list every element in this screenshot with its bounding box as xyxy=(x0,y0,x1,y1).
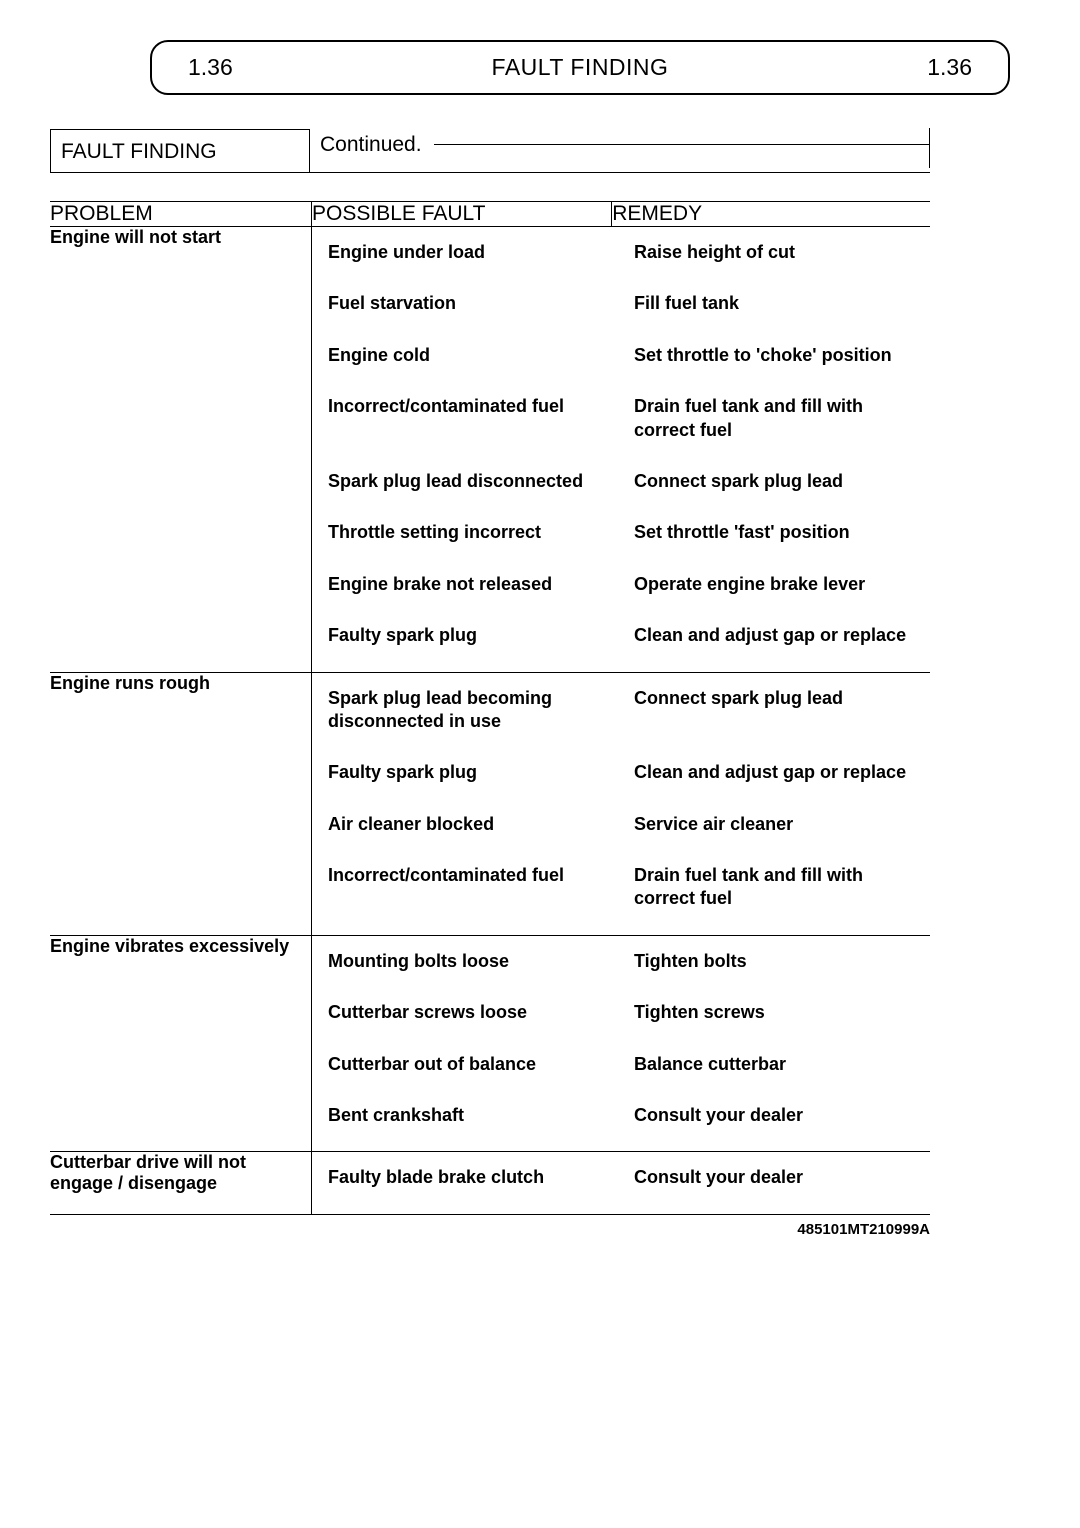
fault-remedy-pair: Cutterbar screws looseTighten screws xyxy=(312,987,930,1038)
fault-table: PROBLEMPOSSIBLE FAULTREMEDYEngine will n… xyxy=(50,201,930,1215)
table-header-problem: PROBLEM xyxy=(50,202,312,227)
remedy: Fill fuel tank xyxy=(612,292,930,315)
possible-fault: Air cleaner blocked xyxy=(312,813,612,836)
fault-remedy-pair: Air cleaner blockedService air cleaner xyxy=(312,799,930,850)
subheader-rule xyxy=(434,144,929,145)
fault-remedy-pair: Cutterbar out of balanceBalance cutterba… xyxy=(312,1039,930,1090)
fault-remedy-cell: Mounting bolts looseTighten boltsCutterb… xyxy=(312,935,931,1152)
fault-remedy-pair: Spark plug lead disconnectedConnect spar… xyxy=(312,456,930,507)
possible-fault: Fuel starvation xyxy=(312,292,612,315)
problem-cell: Cutterbar drive will not engage / diseng… xyxy=(50,1152,312,1214)
possible-fault: Engine cold xyxy=(312,344,612,367)
subheader-continued: Continued. xyxy=(310,133,434,157)
problem-cell: Engine will not start xyxy=(50,227,312,673)
table-row: Engine will not startEngine under loadRa… xyxy=(50,227,930,673)
possible-fault: Throttle setting incorrect xyxy=(312,521,612,544)
possible-fault: Faulty blade brake clutch xyxy=(312,1166,612,1189)
remedy: Set throttle 'fast' position xyxy=(612,521,930,544)
fault-remedy-pair: Throttle setting incorrectSet throttle '… xyxy=(312,507,930,558)
remedy: Set throttle to 'choke' position xyxy=(612,344,930,367)
table-row: Cutterbar drive will not engage / diseng… xyxy=(50,1152,930,1214)
fault-remedy-pair: Bent crankshaftConsult your dealer xyxy=(312,1090,930,1151)
remedy: Tighten screws xyxy=(612,1001,930,1024)
fault-remedy-pair: Spark plug lead becoming disconnected in… xyxy=(312,673,930,748)
fault-remedy-pair: Engine coldSet throttle to 'choke' posit… xyxy=(312,330,930,381)
possible-fault: Engine brake not released xyxy=(312,573,612,596)
fault-remedy-pair: Faulty blade brake clutchConsult your de… xyxy=(312,1152,930,1213)
possible-fault: Mounting bolts loose xyxy=(312,950,612,973)
table-header-remedy: REMEDY xyxy=(612,202,930,227)
header-right-number: 1.36 xyxy=(927,54,972,81)
remedy: Operate engine brake lever xyxy=(612,573,930,596)
table-header-fault: POSSIBLE FAULT xyxy=(312,202,612,227)
page-header-box: 1.36 FAULT FINDING 1.36 xyxy=(150,40,1010,95)
remedy: Connect spark plug lead xyxy=(612,470,930,493)
problem-cell: Engine vibrates excessively xyxy=(50,935,312,1152)
subheader-box: FAULT FINDING xyxy=(50,129,310,172)
remedy: Consult your dealer xyxy=(612,1166,930,1189)
table-row: Engine vibrates excessivelyMounting bolt… xyxy=(50,935,930,1152)
fault-remedy-pair: Faulty spark plugClean and adjust gap or… xyxy=(312,747,930,798)
fault-remedy-pair: Faulty spark plugClean and adjust gap or… xyxy=(312,610,930,671)
problem-cell: Engine runs rough xyxy=(50,672,312,935)
reference-number: 485101MT210999A xyxy=(50,1221,930,1238)
possible-fault: Bent crankshaft xyxy=(312,1104,612,1127)
remedy: Connect spark plug lead xyxy=(612,687,930,734)
subheader-edge xyxy=(929,128,930,168)
remedy: Consult your dealer xyxy=(612,1104,930,1127)
remedy: Clean and adjust gap or replace xyxy=(612,761,930,784)
possible-fault: Spark plug lead becoming disconnected in… xyxy=(312,687,612,734)
fault-remedy-pair: Mounting bolts looseTighten bolts xyxy=(312,936,930,987)
possible-fault: Engine under load xyxy=(312,241,612,264)
remedy: Drain fuel tank and fill with correct fu… xyxy=(612,864,930,911)
fault-remedy-cell: Faulty blade brake clutchConsult your de… xyxy=(312,1152,931,1214)
fault-remedy-pair: Engine under loadRaise height of cut xyxy=(312,227,930,278)
remedy: Balance cutterbar xyxy=(612,1053,930,1076)
remedy: Tighten bolts xyxy=(612,950,930,973)
header-left-number: 1.36 xyxy=(188,54,233,81)
remedy: Raise height of cut xyxy=(612,241,930,264)
remedy: Clean and adjust gap or replace xyxy=(612,624,930,647)
remedy: Drain fuel tank and fill with correct fu… xyxy=(612,395,930,442)
remedy: Service air cleaner xyxy=(612,813,930,836)
possible-fault: Incorrect/contaminated fuel xyxy=(312,864,612,911)
fault-remedy-pair: Fuel starvationFill fuel tank xyxy=(312,278,930,329)
fault-remedy-pair: Incorrect/contaminated fuelDrain fuel ta… xyxy=(312,381,930,456)
possible-fault: Cutterbar out of balance xyxy=(312,1053,612,1076)
fault-remedy-cell: Engine under loadRaise height of cutFuel… xyxy=(312,227,931,673)
possible-fault: Incorrect/contaminated fuel xyxy=(312,395,612,442)
possible-fault: Spark plug lead disconnected xyxy=(312,470,612,493)
table-row: Engine runs roughSpark plug lead becomin… xyxy=(50,672,930,935)
subheader-row: FAULT FINDING Continued. xyxy=(50,129,930,173)
fault-remedy-pair: Engine brake not releasedOperate engine … xyxy=(312,559,930,610)
possible-fault: Cutterbar screws loose xyxy=(312,1001,612,1024)
fault-remedy-pair: Incorrect/contaminated fuelDrain fuel ta… xyxy=(312,850,930,935)
header-title: FAULT FINDING xyxy=(492,54,669,81)
possible-fault: Faulty spark plug xyxy=(312,761,612,784)
table-header-row: PROBLEMPOSSIBLE FAULTREMEDY xyxy=(50,202,930,227)
fault-remedy-cell: Spark plug lead becoming disconnected in… xyxy=(312,672,931,935)
possible-fault: Faulty spark plug xyxy=(312,624,612,647)
